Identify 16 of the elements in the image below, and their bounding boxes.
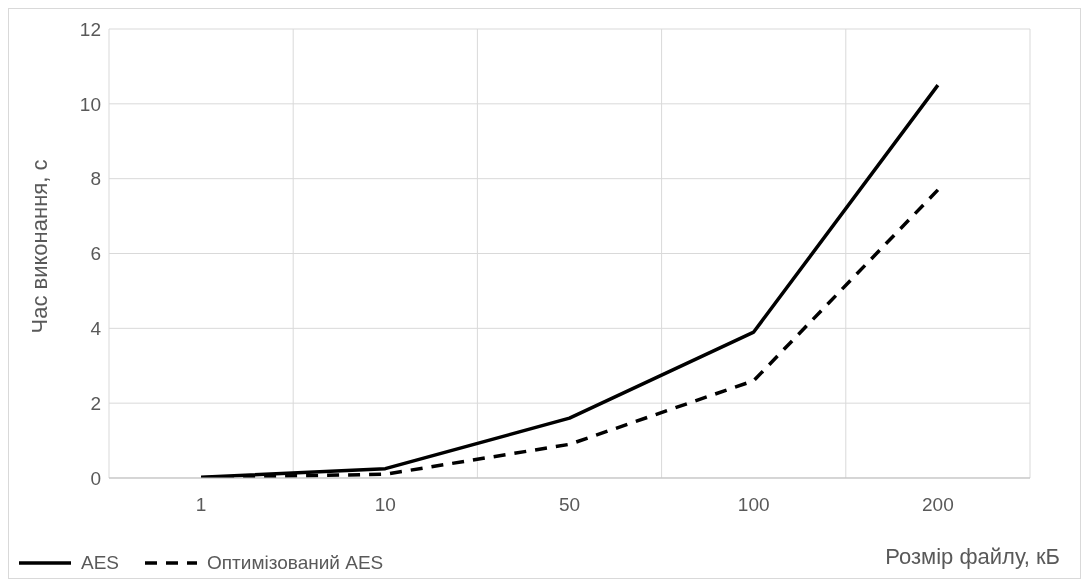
legend-label: Оптимізований AES: [207, 552, 384, 574]
x-tick-label: 50: [558, 494, 581, 516]
y-tick-label: 8: [90, 168, 101, 190]
x-tick-label: 10: [374, 494, 396, 516]
legend-label: AES: [81, 552, 120, 574]
y-tick-label: 12: [79, 18, 101, 40]
y-tick-label: 6: [90, 243, 101, 265]
y-axis-title: Час виконання, с: [26, 159, 52, 334]
x-tick-label: 100: [737, 494, 770, 516]
x-axis-title: Розмір файлу, кБ: [885, 544, 1060, 570]
y-tick-label: 2: [90, 392, 101, 414]
y-tick-label: 4: [90, 318, 102, 340]
x-tick-label: 1: [195, 494, 207, 516]
x-tick-label: 200: [922, 494, 954, 516]
y-tick-label: 0: [90, 467, 101, 489]
y-tick-label: 10: [79, 93, 101, 115]
